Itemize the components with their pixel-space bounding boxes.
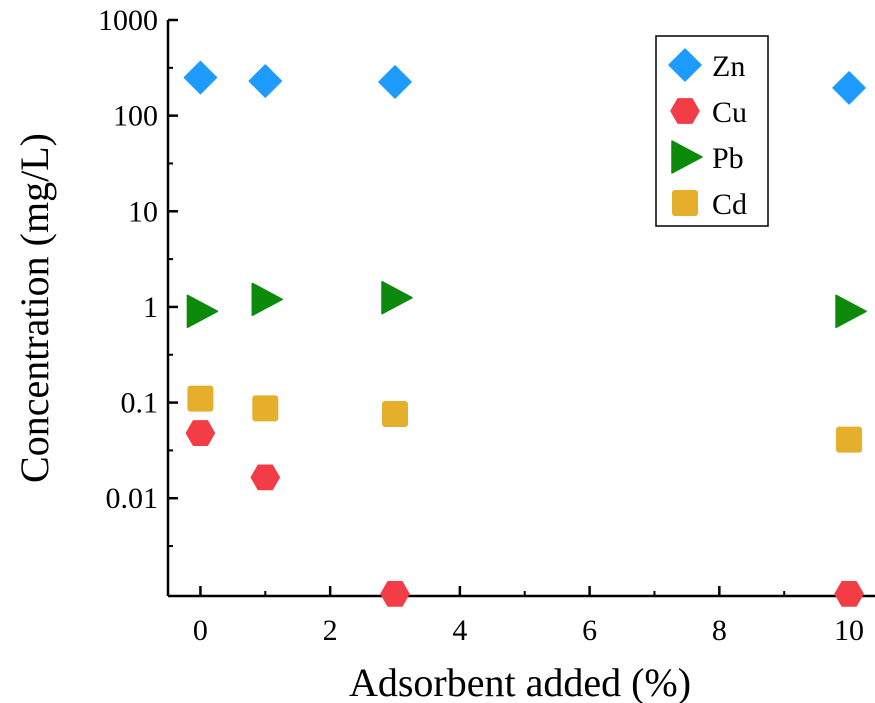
legend-label: Cd [712,188,747,221]
x-tick-label: 2 [323,614,338,647]
legend-marker-cu [670,98,700,124]
x-tick-label: 0 [193,614,208,647]
legend-label: Zn [712,50,745,83]
point-zn [832,71,866,105]
x-tick-label: 4 [452,614,467,647]
point-cu [380,580,410,607]
y-tick-label: 0.1 [121,387,159,420]
point-cu [250,464,281,491]
legend-marker-pb [671,140,703,174]
point-cd [187,385,214,412]
legend: Zn Cu Pb Cd [655,35,769,227]
point-pb [835,294,867,329]
legend-marker-cd [672,190,698,216]
series-zn [183,60,866,105]
x-tick-label: 6 [582,614,597,647]
ticks: 0 2 4 6 8 10 0.01 0.1 1 10 100 1000 [98,4,864,647]
data-marks [183,60,867,607]
series-pb [186,280,867,329]
x-axis-title: Adsorbent added (%) [349,660,691,703]
point-cu [834,580,864,607]
point-cd [252,395,279,422]
point-zn [183,60,218,95]
y-tick-label: 0.01 [106,482,159,515]
point-pb [381,280,413,315]
y-axis-title: Concentration (mg/L) [12,133,57,483]
point-cd [382,400,409,427]
series-cu [185,420,864,607]
point-zn [378,65,412,99]
y-tick-label: 1 [143,291,158,324]
point-pb [186,294,219,329]
x-tick-label: 10 [834,614,864,647]
legend-marker-zn [668,48,702,82]
x-tick-label: 8 [712,614,727,647]
legend-label: Pb [712,142,744,175]
legend-label: Cu [712,96,747,129]
y-tick-label: 100 [113,100,158,133]
axes [166,20,875,598]
point-cu [185,420,216,446]
y-tick-label: 1000 [98,4,158,37]
point-pb [251,282,284,317]
y-tick-label: 10 [128,195,158,228]
point-zn [248,64,283,98]
point-cd [836,426,863,453]
series-cd [187,385,863,453]
